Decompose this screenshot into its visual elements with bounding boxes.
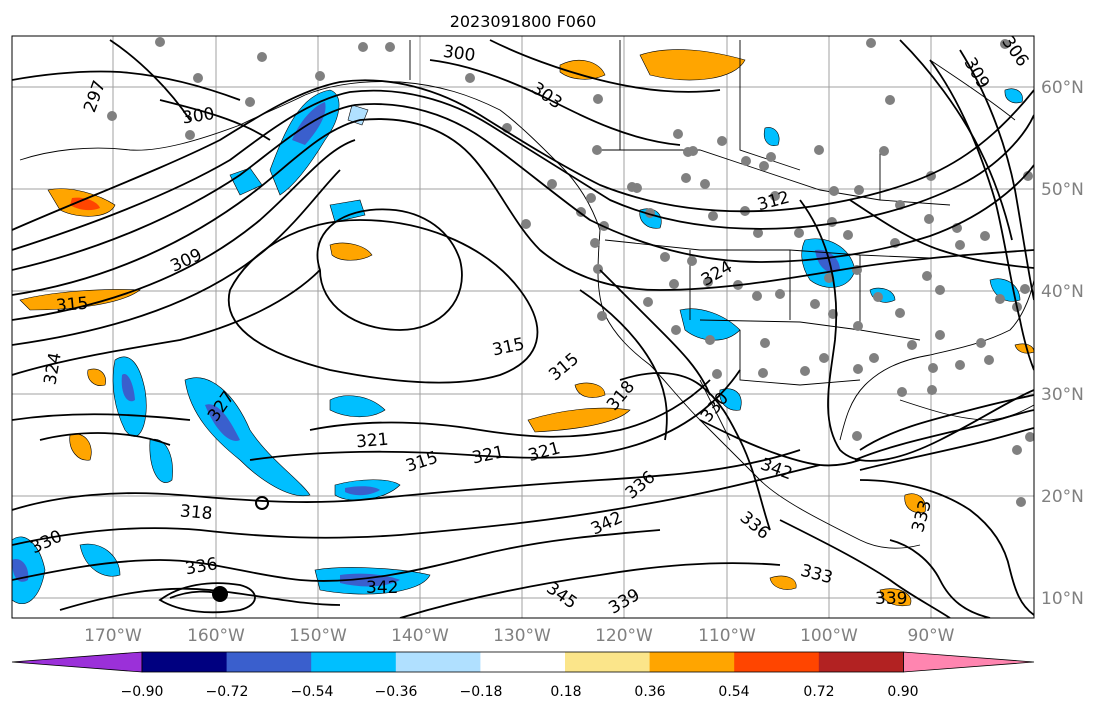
- lat-tick-label: 30°N: [1041, 385, 1084, 405]
- colorbar-segment: [734, 652, 820, 672]
- colorbar-tick-label: −0.54: [291, 684, 334, 700]
- lon-tick-label: 90°W: [908, 626, 955, 646]
- colorbar-tick-label: 0.54: [718, 684, 749, 700]
- colorbar-tick-label: −0.90: [121, 684, 164, 700]
- contour-lines: [12, 39, 1034, 618]
- lon-tick-label: 110°W: [698, 626, 756, 646]
- colorbar-segment: [818, 652, 904, 672]
- colorbar-tick-labels: −0.90 −0.72 −0.54 −0.36 −0.18 0.18 0.36 …: [121, 684, 919, 700]
- contour-label: 315: [55, 294, 89, 317]
- small-cyclone-marker: [255, 496, 269, 510]
- lat-tick-label: 40°N: [1041, 282, 1084, 302]
- storm-marker: [212, 586, 228, 602]
- lat-tick-labels: 60°N 50°N 40°N 30°N 20°N 10°N: [1041, 78, 1084, 609]
- colorbar-segment: [565, 652, 651, 672]
- lon-tick-label: 170°W: [84, 626, 142, 646]
- lon-tick-label: 140°W: [391, 626, 449, 646]
- contour-label: 300: [442, 42, 477, 66]
- coastlines: [19, 40, 1034, 549]
- contour-label: 300: [181, 104, 216, 128]
- contour-label: 321: [355, 430, 389, 453]
- map-panel: 297 300 300 303 306 309 309 312 315 315 …: [12, 36, 1034, 618]
- lon-tick-label: 160°W: [187, 626, 245, 646]
- contour-label: 342: [366, 578, 398, 598]
- colorbar-tick-label: 0.90: [887, 684, 918, 700]
- shaded-field: [12, 49, 1034, 607]
- colorbar-frame: [141, 651, 904, 673]
- map-frame: [11, 35, 1035, 619]
- colorbar: [11, 651, 1035, 673]
- lat-tick-label: 20°N: [1041, 487, 1084, 507]
- colorbar-tick-label: 0.36: [634, 684, 665, 700]
- colorbar-min-extend: [11, 651, 143, 673]
- lon-tick-label: 120°W: [595, 626, 653, 646]
- contour-label: 318: [179, 501, 213, 524]
- colorbar-tick-label: −0.36: [375, 684, 418, 700]
- colorbar-tick-label: −0.72: [206, 684, 249, 700]
- colorbar-max-extend: [903, 651, 1035, 673]
- colorbar-tick-label: −0.18: [460, 684, 503, 700]
- colorbar-segment: [142, 652, 228, 672]
- lon-tick-label: 130°W: [493, 626, 551, 646]
- lat-tick-label: 50°N: [1041, 180, 1084, 200]
- colorbar-tick-label: 0.72: [803, 684, 834, 700]
- colorbar-segment: [311, 652, 397, 672]
- lat-tick-label: 10°N: [1041, 589, 1084, 609]
- colorbar-segment: [226, 652, 312, 672]
- colorbar-segment: [395, 652, 481, 672]
- colorbar-segment: [480, 652, 566, 672]
- contour-label: 339: [875, 589, 907, 609]
- colorbar-segment: [649, 652, 735, 672]
- lat-tick-label: 60°N: [1041, 78, 1084, 98]
- lon-tick-label: 100°W: [800, 626, 858, 646]
- map-title: 2023091800 F060: [450, 12, 597, 31]
- lon-tick-label: 150°W: [289, 626, 347, 646]
- contour-labels: 297 300 300 303 306 309 309 312 315 315 …: [28, 36, 1033, 618]
- lon-tick-labels: 170°W 160°W 150°W 140°W 130°W 120°W 110°…: [84, 626, 955, 646]
- colorbar-tick-label: 0.18: [550, 684, 581, 700]
